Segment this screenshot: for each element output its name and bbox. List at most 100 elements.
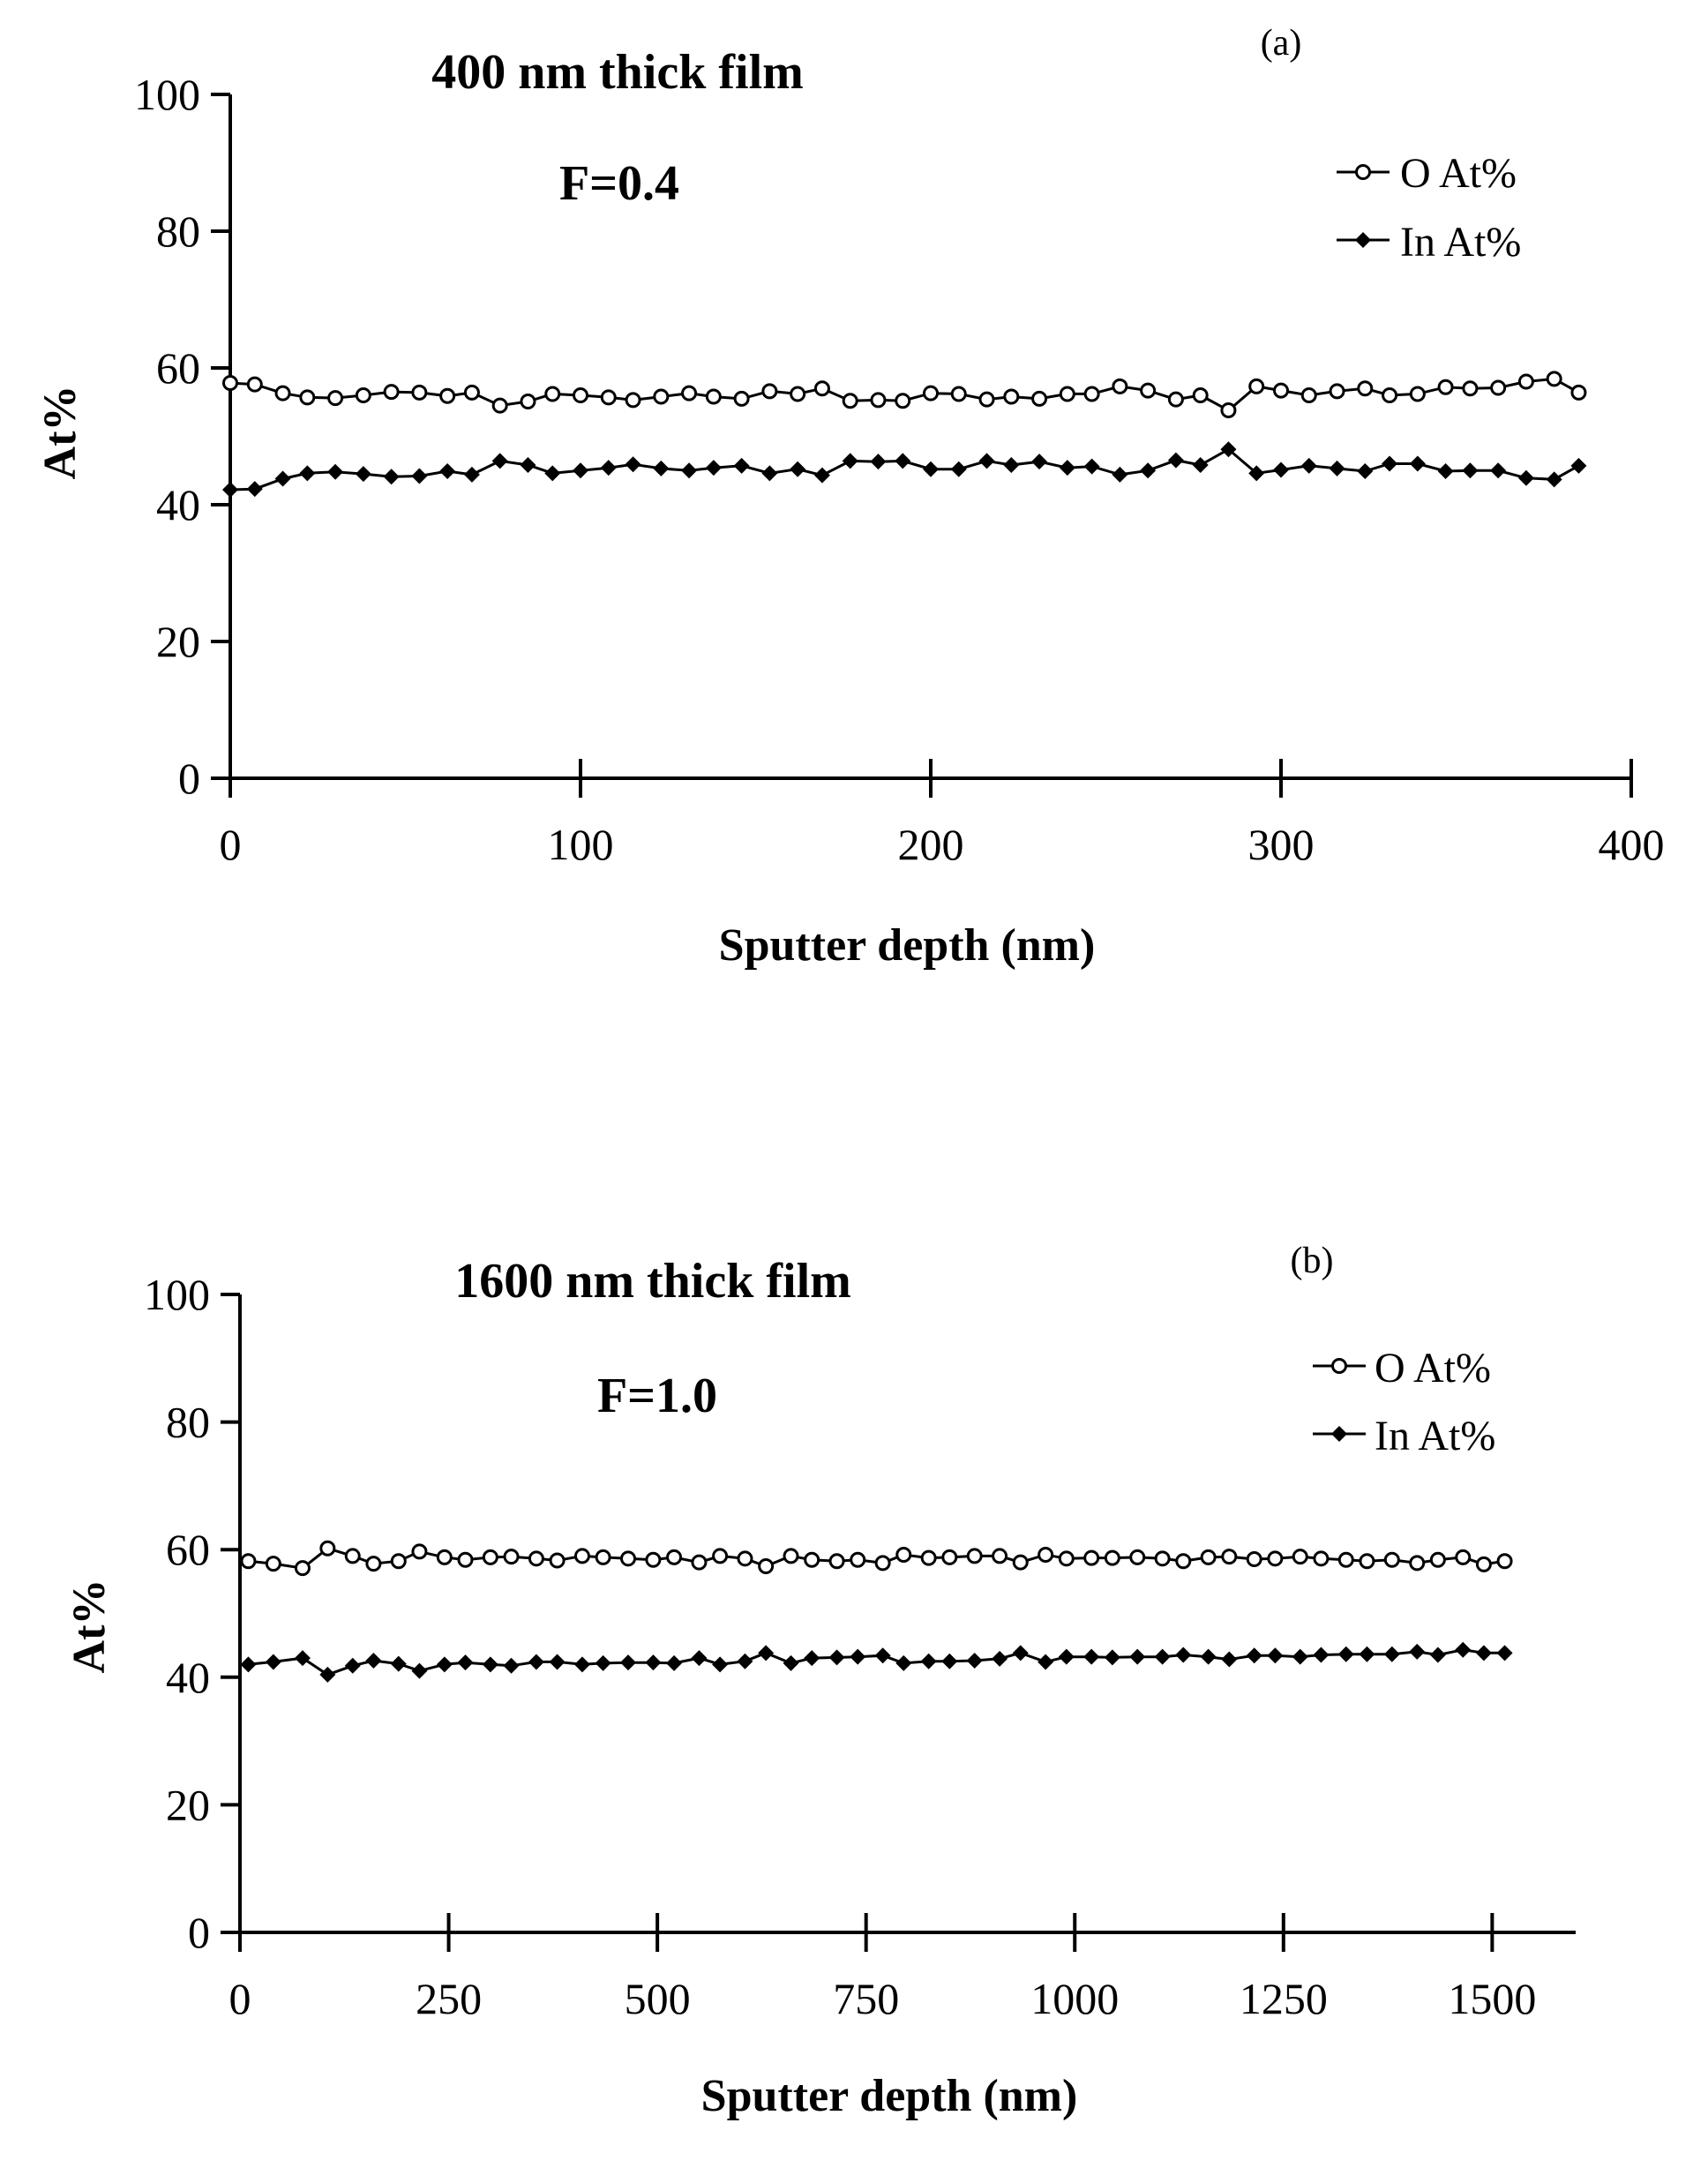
legend-label-in-b: In At% — [1375, 1413, 1495, 1459]
data-point-o — [1409, 1555, 1426, 1572]
data-point-in — [978, 453, 995, 469]
legend-marker-in-a — [1355, 232, 1371, 248]
data-point-in — [966, 1653, 983, 1669]
data-point-o — [850, 1551, 866, 1568]
data-point-in — [503, 1657, 520, 1674]
data-point-in — [923, 461, 939, 477]
x-tick-label: 0 — [229, 1974, 251, 2023]
data-point-o — [544, 386, 561, 402]
data-point-o — [681, 385, 698, 401]
data-point-o — [1357, 380, 1374, 397]
x-tick-label: 1250 — [1240, 1974, 1328, 2023]
data-point-in — [1357, 463, 1374, 480]
chart-panel-b: (b) 1600 nm thick film F=1.0 O At% In At… — [64, 1241, 1576, 2121]
data-point-o — [1083, 1549, 1100, 1566]
x-tick-label: 400 — [1599, 820, 1665, 869]
data-point-o — [1337, 1551, 1354, 1568]
data-point-in — [1329, 460, 1345, 476]
x-tick-label: 300 — [1248, 820, 1315, 869]
plot-area-a — [222, 371, 1587, 498]
data-point-o — [439, 387, 456, 404]
data-point-in — [1104, 1649, 1120, 1666]
data-point-o — [1382, 387, 1398, 403]
data-point-in — [1167, 452, 1184, 469]
data-point-o — [528, 1550, 544, 1567]
data-point-in — [992, 1650, 1008, 1667]
data-point-o — [1517, 373, 1534, 390]
x-tick-label: 0 — [220, 820, 242, 869]
data-point-in — [1462, 462, 1479, 479]
data-point-o — [1248, 378, 1265, 394]
y-tick-label: 40 — [166, 1653, 210, 1702]
data-point-in — [783, 1654, 799, 1671]
data-point-o — [265, 1556, 281, 1572]
data-point-in — [1192, 457, 1209, 474]
data-point-o — [457, 1551, 474, 1568]
y-tick-label: 0 — [178, 754, 200, 803]
data-point-in — [733, 457, 750, 474]
data-point-o — [491, 397, 508, 414]
data-point-o — [1003, 388, 1020, 405]
data-point-o — [390, 1553, 407, 1570]
data-point-o — [1329, 383, 1345, 400]
plot-area-b — [240, 1540, 1513, 1683]
data-point-in — [842, 453, 858, 469]
data-point-in — [1382, 455, 1398, 472]
data-point-in — [222, 481, 238, 498]
data-point-in — [895, 453, 911, 469]
data-point-in — [1267, 1647, 1284, 1664]
data-point-in — [246, 481, 263, 498]
data-point-o — [804, 1551, 820, 1568]
data-point-in — [620, 1654, 637, 1671]
data-point-in — [895, 1654, 912, 1671]
legend-label-o-a: O At% — [1400, 150, 1517, 197]
data-point-o — [1462, 380, 1479, 397]
data-point-in — [790, 461, 806, 477]
data-point-in — [595, 1654, 611, 1671]
y-tick-label: 100 — [144, 1270, 210, 1319]
data-point-o — [1267, 1550, 1284, 1567]
y-tick-label: 0 — [188, 1908, 210, 1957]
data-point-in — [355, 466, 371, 483]
data-point-in — [1383, 1646, 1400, 1662]
data-point-o — [344, 1548, 361, 1564]
data-point-o — [920, 1549, 937, 1566]
data-point-o — [842, 393, 858, 409]
data-point-in — [761, 465, 778, 482]
chart-title-b: 1600 nm thick film — [454, 1254, 851, 1309]
data-point-o — [758, 1557, 775, 1574]
data-point-o — [355, 387, 371, 403]
data-point-in — [344, 1657, 361, 1674]
data-point-in — [850, 1648, 866, 1665]
data-point-in — [463, 466, 480, 483]
data-point-o — [1490, 379, 1507, 396]
data-point-o — [1429, 1551, 1446, 1568]
data-point-o — [1300, 387, 1317, 403]
y-tick-label: 40 — [156, 480, 200, 529]
data-point-o — [645, 1551, 662, 1568]
data-point-o — [299, 389, 316, 406]
data-point-o — [950, 386, 967, 402]
data-point-in — [439, 463, 456, 480]
data-point-o — [1129, 1549, 1146, 1565]
y-tick-label: 60 — [166, 1525, 210, 1574]
data-point-in — [411, 1662, 428, 1679]
data-point-o — [1012, 1554, 1029, 1571]
data-point-o — [1140, 382, 1157, 399]
x-tick-label: 500 — [625, 1974, 691, 2023]
data-point-in — [1031, 454, 1048, 470]
y-axis-title-b: At% — [64, 1579, 115, 1674]
data-point-o — [828, 1553, 845, 1570]
data-point-o — [790, 386, 806, 402]
data-point-o — [737, 1550, 753, 1567]
data-point-in — [294, 1650, 311, 1667]
y-tick-label: 80 — [156, 206, 200, 256]
data-point-o — [1058, 1550, 1075, 1567]
data-point-in — [625, 456, 641, 473]
data-point-in — [920, 1653, 937, 1669]
data-point-o — [874, 1555, 891, 1572]
data-point-in — [549, 1654, 566, 1670]
data-point-o — [274, 385, 291, 401]
data-point-in — [813, 467, 830, 484]
data-point-o — [327, 390, 344, 407]
